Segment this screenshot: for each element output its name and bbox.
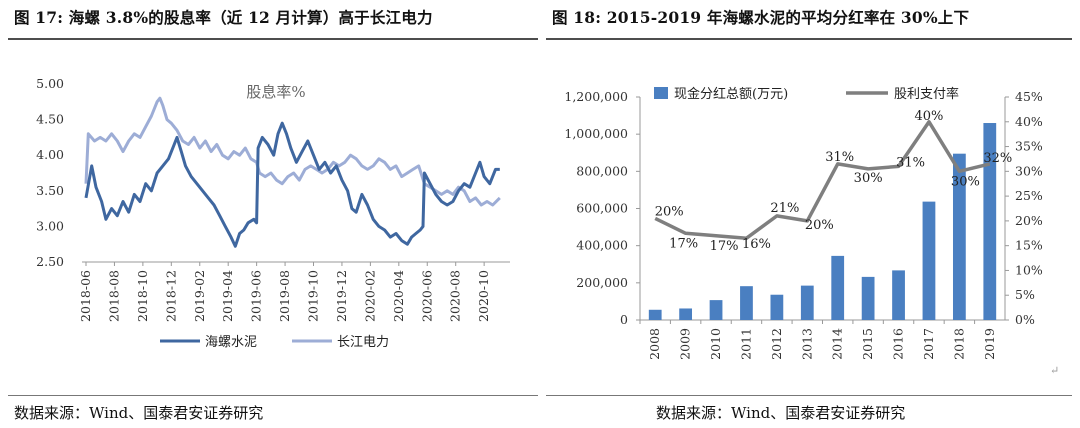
series-line-1: [84, 96, 501, 207]
chart-title: 股息率%: [246, 83, 305, 101]
x-tick-label: 2012: [769, 328, 784, 360]
y-tick-label: 4.50: [36, 112, 64, 127]
x-tick-label: 2020-06: [419, 270, 434, 322]
y-right-tick-label: 20%: [1015, 213, 1043, 228]
y-right-tick-label: 15%: [1015, 238, 1043, 253]
legend-label: 海螺水泥: [205, 335, 257, 350]
source-rule-right: [546, 395, 1072, 396]
legend-label: 长江电力: [337, 335, 389, 350]
y-left-tick-label: 600,000: [576, 201, 628, 216]
data-label-2011: 16%: [742, 237, 771, 252]
x-tick-label: 2020-04: [391, 270, 406, 322]
y-right-tick-label: 0%: [1015, 312, 1035, 327]
x-tick-label: 2018-12: [163, 270, 178, 322]
x-tick-label: 2018: [951, 328, 966, 360]
y-right-tick-label: 35%: [1015, 139, 1043, 154]
data-label-2017: 40%: [915, 109, 944, 124]
y-right-tick-label: 40%: [1015, 114, 1043, 129]
x-tick-label: 2008: [647, 328, 662, 360]
bar-2008: [648, 309, 662, 320]
payout-ratio-line: [654, 120, 991, 240]
legend-swatch-bar: [654, 87, 668, 99]
y-left-tick-label: 800,000: [576, 163, 628, 178]
y-right-tick-label: 25%: [1015, 188, 1043, 203]
y-tick-label: 2.50: [36, 254, 64, 269]
x-tick-label: 2020-08: [448, 270, 463, 322]
bar-2009: [679, 308, 693, 320]
y-tick-label: 3.50: [36, 183, 64, 198]
x-tick-label: 2019: [982, 328, 997, 360]
legend-label-bar: 现金分红总额(万元): [674, 86, 788, 102]
y-right-tick-label: 10%: [1015, 262, 1043, 277]
data-label-2010: 17%: [710, 239, 739, 254]
y-left-tick-label: 200,000: [576, 275, 628, 290]
x-tick-label: 2018-06: [78, 270, 93, 322]
y-tick-label: 4.00: [36, 147, 64, 162]
data-label-2019: 32%: [983, 151, 1012, 166]
x-tick-label: 2019-12: [334, 270, 349, 322]
data-label-2018: 30%: [951, 174, 980, 189]
figure-17-title: 图 17: 海螺 3.8%的股息率（近 12 月计算）高于长江电力: [14, 8, 433, 27]
x-tick-label: 2020-02: [362, 270, 377, 322]
x-tick-label: 2014: [830, 328, 845, 360]
data-label-2009: 17%: [669, 236, 698, 251]
bar-2018: [952, 153, 966, 320]
figure-18-source: 数据来源：Wind、国泰君安证券研究: [656, 404, 906, 422]
x-tick-label: 2018-08: [106, 270, 121, 322]
dividend-yield-line-chart: 5.00 4.50 4.00 3.50 3.00 2.50 2018-06 2018-08 20…: [36, 76, 510, 350]
x-tick-label: 2019-06: [249, 270, 264, 322]
back-arrow-icon: ↵: [1050, 364, 1060, 377]
x-tick-label: 2013: [799, 328, 814, 360]
legend-label-line: 股利支付率: [894, 86, 959, 102]
data-label-2012: 21%: [770, 201, 799, 216]
bar-2014: [831, 255, 845, 320]
bar-2012: [770, 294, 784, 320]
x-tick-label: 2020-10: [476, 270, 491, 322]
figure-17-source: 数据来源：Wind、国泰君安证券研究: [14, 404, 264, 422]
bar-2015: [861, 276, 875, 320]
bar-2010: [709, 300, 723, 320]
x-tick-label: 2019-08: [277, 270, 292, 322]
x-tick-label: 2009: [678, 328, 693, 360]
figure-18-title: 图 18: 2015-2019 年海螺水泥的平均分红率在 30%上下: [552, 8, 970, 27]
source-rule-left: [8, 395, 538, 396]
data-label-2015: 30%: [854, 171, 883, 186]
title-rule-left: [8, 38, 538, 40]
title-rule-right: [546, 38, 1072, 40]
y-right-tick-label: 45%: [1015, 89, 1043, 104]
y-right-tick-label: 5%: [1015, 287, 1035, 302]
x-tick-label: 2017: [921, 328, 936, 360]
x-tick-label: 2019-02: [192, 270, 207, 322]
x-tick-label: 2015: [860, 328, 875, 360]
series-line-0: [84, 121, 500, 248]
x-tick-label: 2019-04: [220, 270, 235, 322]
x-tick-label: 2019-10: [306, 270, 321, 322]
data-label-2008: 20%: [655, 204, 684, 219]
x-tick-label: 2018-10: [135, 270, 150, 322]
bar-2019: [983, 123, 997, 321]
y-left-tick-label: 0: [620, 312, 628, 327]
y-tick-label: 5.00: [36, 76, 64, 91]
y-right-tick-label: 30%: [1015, 163, 1043, 178]
x-tick-label: 2011: [738, 328, 753, 360]
data-label-2013: 20%: [805, 218, 834, 233]
bar-2011: [740, 286, 753, 320]
x-tick-label: 2016: [891, 328, 906, 360]
x-tick-label: 2010: [708, 328, 723, 360]
y-left-tick-label: 1,200,000: [564, 89, 628, 104]
bar-2017: [922, 201, 936, 320]
bar-2016: [892, 270, 905, 320]
data-label-2016: 31%: [896, 155, 925, 170]
y-tick-label: 3.00: [36, 218, 64, 233]
y-left-tick-label: 1,000,000: [564, 126, 628, 141]
bar-2013: [800, 285, 814, 320]
cash-dividend-bar-chart: 0 200,000 400,000 600,000 800,000 1,000,000 1,…: [564, 86, 1043, 360]
data-label-2014: 31%: [825, 150, 854, 165]
y-left-tick-label: 400,000: [576, 238, 628, 253]
